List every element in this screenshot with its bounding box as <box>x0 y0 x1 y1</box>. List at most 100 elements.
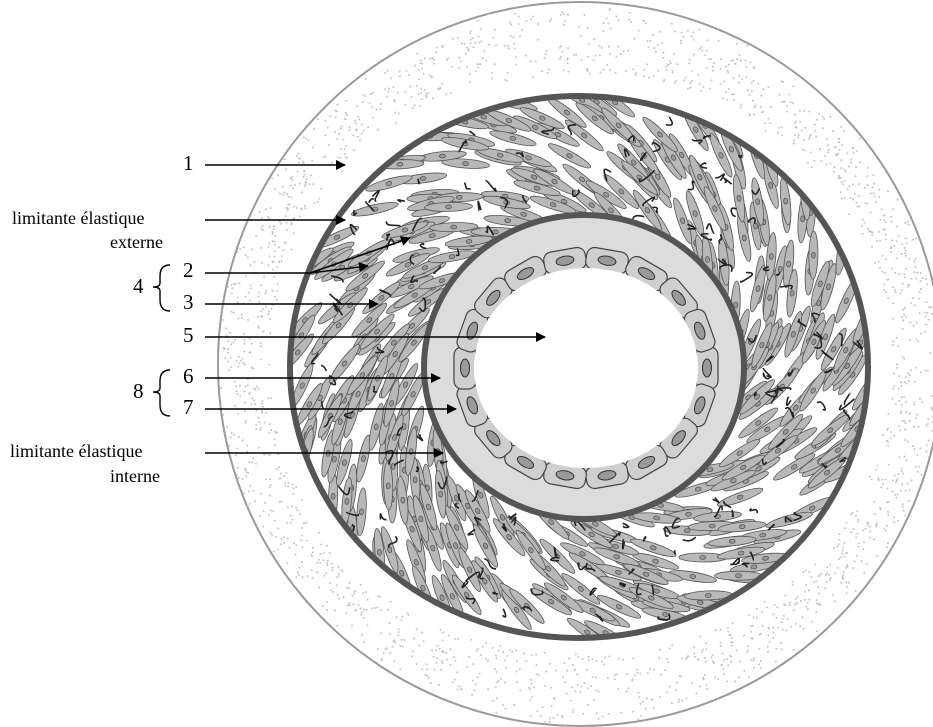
fiber-dot <box>924 370 926 372</box>
fiber-dot <box>896 226 898 228</box>
fiber-dot <box>706 50 708 52</box>
fiber-dot <box>529 699 531 701</box>
fiber-dot <box>466 666 468 668</box>
nucleus <box>705 256 710 262</box>
fiber-dot <box>793 649 795 651</box>
fiber-dot <box>729 655 731 657</box>
fiber-dot <box>414 65 416 67</box>
fiber-dot <box>904 307 906 309</box>
fiber-dot <box>814 124 816 126</box>
fiber-dot <box>892 480 894 482</box>
fiber-dot <box>615 56 617 58</box>
fiber-dot <box>709 88 711 90</box>
fiber-dot <box>243 246 245 248</box>
fiber-dot <box>655 51 657 53</box>
fiber-dot <box>327 560 329 562</box>
fiber-dot <box>790 101 792 103</box>
fiber-dot <box>777 132 779 134</box>
fiber-dot <box>374 607 376 609</box>
fiber-dot <box>432 57 434 59</box>
fiber-dot <box>867 228 869 230</box>
fiber-dot <box>819 604 821 606</box>
fiber-dot <box>544 721 546 723</box>
fiber-dot <box>548 69 550 71</box>
fiber-dot <box>281 255 283 257</box>
fiber-dot <box>892 398 894 400</box>
fiber-dot <box>279 478 281 480</box>
fiber-dot <box>391 646 393 648</box>
fiber-dot <box>856 555 858 557</box>
fiber-dot <box>904 422 906 424</box>
fiber-dot <box>794 134 796 136</box>
fiber-dot <box>304 183 306 185</box>
fiber-dot <box>327 127 329 129</box>
fiber-dot <box>264 292 266 294</box>
fiber-dot <box>803 139 805 141</box>
fiber-dot <box>295 486 297 488</box>
fiber-dot <box>361 612 363 614</box>
nucleus <box>700 555 706 559</box>
fiber-dot <box>877 465 879 467</box>
fiber-dot <box>280 543 282 545</box>
fiber-dot <box>901 404 903 406</box>
fiber-dot <box>897 199 899 201</box>
fiber-dot <box>905 376 907 378</box>
fiber-dot <box>578 26 580 28</box>
fiber-dot <box>736 58 738 60</box>
fiber-dot <box>861 560 863 562</box>
fiber-dot <box>926 301 928 303</box>
fiber-dot <box>833 547 835 549</box>
fiber-dot <box>775 661 777 663</box>
fiber-dot <box>653 707 655 709</box>
fiber-dot <box>304 207 306 209</box>
fiber-dot <box>815 580 817 582</box>
fiber-dot <box>907 284 909 286</box>
fiber-dot <box>902 283 904 285</box>
fiber-dot <box>673 53 675 55</box>
fiber-dot <box>563 69 565 71</box>
fiber-dot <box>353 149 355 151</box>
fiber-dot <box>470 639 472 641</box>
fiber-dot <box>531 696 533 698</box>
nucleus <box>684 528 690 532</box>
fiber-dot <box>468 49 470 51</box>
fiber-dot <box>896 257 898 259</box>
fiber-dot <box>363 609 365 611</box>
fiber-dot <box>676 63 678 65</box>
fiber-dot <box>922 277 924 279</box>
fiber-dot <box>514 13 516 15</box>
fiber-dot <box>898 456 900 458</box>
fiber-dot <box>772 613 774 615</box>
fiber-dot <box>446 59 448 61</box>
fiber-dot <box>525 20 527 22</box>
fiber-dot <box>448 635 450 637</box>
fiber-dot <box>248 292 250 294</box>
fiber-dot <box>767 651 769 653</box>
fiber-dot <box>848 213 850 215</box>
fiber-dot <box>883 289 885 291</box>
fiber-dot <box>907 441 909 443</box>
fiber-dot <box>320 188 322 190</box>
fiber-dot <box>269 255 271 257</box>
fiber-dot <box>428 677 430 679</box>
fiber-dot <box>592 59 594 61</box>
fiber-dot <box>925 278 927 280</box>
fiber-dot <box>355 129 357 131</box>
fiber-dot <box>844 527 846 529</box>
fiber-dot <box>418 69 420 71</box>
fiber-dot <box>693 646 695 648</box>
fiber-dot <box>667 661 669 663</box>
fiber-dot <box>607 677 609 679</box>
fiber-dot <box>514 48 516 50</box>
fiber-dot <box>237 413 239 415</box>
fiber-dot <box>838 533 840 535</box>
fiber-dot <box>276 468 278 470</box>
fiber-dot <box>273 225 275 227</box>
fiber-dot <box>807 608 809 610</box>
fiber-dot <box>268 246 270 248</box>
fiber-dot <box>704 657 706 659</box>
fiber-dot <box>857 546 859 548</box>
fiber-dot <box>435 649 437 651</box>
fiber-dot <box>855 590 857 592</box>
fiber-dot <box>352 603 354 605</box>
